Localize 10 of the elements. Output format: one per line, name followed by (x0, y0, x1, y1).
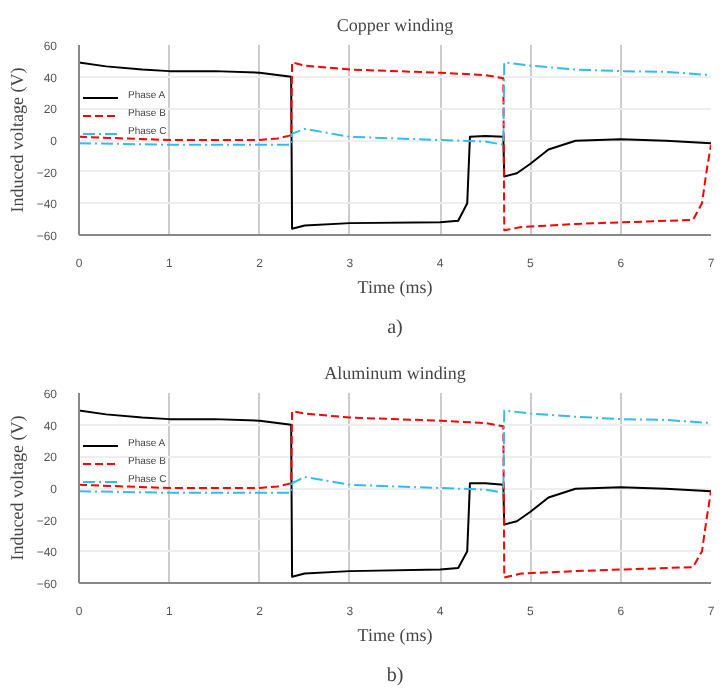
line-series (79, 61, 711, 146)
line-series (79, 409, 711, 494)
text: a) (387, 317, 403, 339)
y-axis-title: Induced voltage (V) (6, 67, 27, 213)
x-axis-title: Time (ms) (357, 625, 433, 645)
chart-title: Copper winding (336, 15, 455, 35)
y-axis-title: Induced voltage (V) (6, 415, 27, 561)
chart-title: Aluminum winding (324, 363, 467, 383)
text: b) (386, 665, 404, 687)
x-axis-title: Time (ms) (357, 277, 433, 297)
